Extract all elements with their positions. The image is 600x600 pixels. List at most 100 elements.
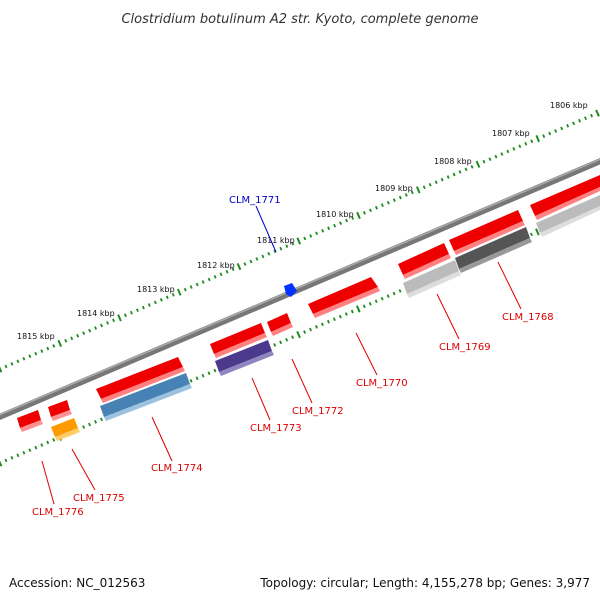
gene-feature[interactable]	[455, 227, 532, 273]
outer-tick-mark	[296, 237, 302, 245]
outer-tick-mark	[464, 167, 468, 172]
gene-feature[interactable]	[449, 210, 525, 255]
inner-tick-mark	[344, 312, 348, 316]
outer-tick-mark	[195, 282, 199, 287]
outer-tick-mark	[4, 364, 8, 369]
genome-summary-text: Topology: circular; Length: 4,155,278 bp…	[259, 576, 590, 590]
outer-tick-mark	[512, 147, 516, 151]
gene-label-clm-1768[interactable]: CLM_1768	[502, 312, 554, 323]
outer-tick-mark	[219, 272, 223, 277]
inner-tick-mark	[213, 368, 217, 373]
outer-tick-mark	[52, 344, 56, 348]
outer-tick-mark	[339, 221, 343, 225]
gene-feature[interactable]	[536, 195, 600, 237]
gene-label-clm-1770[interactable]: CLM_1770	[356, 378, 408, 389]
gene-feature[interactable]	[48, 400, 72, 421]
gene-feature[interactable]	[100, 373, 192, 421]
inner-tick-mark	[201, 373, 205, 378]
outer-tick-mark	[76, 333, 80, 338]
outer-tick-mark	[303, 236, 307, 241]
leader-line-1771	[255, 205, 277, 253]
inner-tick-mark	[16, 453, 20, 458]
outer-tick-mark	[22, 356, 26, 361]
outer-tick-mark	[398, 195, 402, 200]
outer-tick-mark	[64, 339, 68, 343]
ruler-label-1814: 1814 kbp	[77, 309, 115, 318]
outer-tick-mark	[46, 346, 50, 351]
outer-tick-mark	[207, 277, 211, 282]
outer-tick-mark	[590, 113, 594, 118]
outer-tick-mark	[440, 177, 444, 182]
outer-tick-mark	[351, 216, 355, 220]
gene-feature[interactable]	[17, 410, 43, 432]
gene-feature[interactable]	[210, 323, 267, 358]
outer-tick-mark	[554, 129, 558, 133]
outer-tick-mark	[147, 303, 151, 307]
leader-line-1773	[251, 377, 271, 421]
outer-tick-mark	[34, 351, 38, 356]
outer-tick-mark	[428, 182, 432, 187]
gene-feature[interactable]	[530, 175, 600, 220]
outer-tick-mark	[225, 269, 229, 274]
ruler-label-1810: 1810 kbp	[316, 210, 354, 219]
outer-tick-mark	[273, 249, 277, 254]
inner-tick-mark	[285, 337, 289, 342]
gene-label-clm-1772[interactable]: CLM_1772	[292, 406, 344, 417]
outer-tick-mark	[165, 295, 169, 300]
gene-feature[interactable]	[51, 418, 80, 441]
ruler-label-1815: 1815 kbp	[17, 332, 55, 341]
gene-label-clm-1769[interactable]: CLM_1769	[439, 342, 491, 353]
gene-label-clm-1774[interactable]: CLM_1774	[151, 463, 203, 474]
outer-tick-mark	[584, 116, 588, 121]
outer-tick-mark	[94, 326, 98, 330]
gene-feature[interactable]	[96, 357, 185, 403]
outer-tick-mark	[530, 139, 534, 144]
leader-line-1776	[41, 460, 55, 505]
gene-marker-1771[interactable]	[284, 283, 297, 297]
gene-feature[interactable]	[215, 340, 274, 376]
gene-label-clm-1776[interactable]: CLM_1776	[32, 507, 84, 518]
outer-tick-mark	[356, 211, 361, 220]
ruler-label-1809: 1809 kbp	[375, 184, 413, 193]
inner-tick-mark	[273, 343, 277, 347]
outer-tick-mark	[285, 244, 289, 248]
outer-tick-mark	[392, 198, 396, 202]
inner-tick-mark	[529, 232, 533, 237]
inner-tick-mark	[207, 371, 211, 375]
leader-line-1768	[497, 261, 522, 310]
outer-tick-mark	[422, 185, 426, 190]
outer-tick-mark	[261, 254, 265, 259]
gene-feature[interactable]	[308, 277, 380, 318]
outer-tick-mark	[560, 126, 564, 131]
outer-tick-mark	[452, 172, 456, 177]
outer-tick-mark	[368, 208, 372, 213]
outer-tick-mark	[374, 205, 378, 210]
outer-tick-mark	[159, 298, 163, 302]
gene-label-clm-1773[interactable]: CLM_1773	[250, 423, 302, 434]
outer-tick-mark	[518, 144, 522, 149]
inner-tick-mark	[355, 305, 361, 313]
gene-feature[interactable]	[398, 243, 451, 279]
inner-tick-mark	[52, 438, 56, 442]
inner-tick-mark	[314, 325, 318, 329]
gene-label-clm-1771[interactable]: CLM_1771	[229, 195, 281, 206]
outer-tick-mark	[333, 223, 337, 228]
inner-tick-mark	[386, 294, 390, 298]
inner-tick-mark	[4, 458, 8, 463]
outer-tick-mark	[255, 257, 259, 261]
gene-label-clm-1775[interactable]: CLM_1775	[73, 493, 125, 504]
inner-tick-mark	[338, 314, 342, 319]
ruler-label-1813: 1813 kbp	[137, 285, 175, 294]
gene-feature[interactable]	[267, 313, 293, 336]
outer-tick-mark	[135, 308, 139, 312]
ruler-label-1806: 1806 kbp	[550, 101, 588, 110]
outer-tick-mark	[446, 175, 450, 179]
outer-tick-mark	[524, 141, 528, 146]
ruler-label-1808: 1808 kbp	[434, 157, 472, 166]
outer-tick-mark	[488, 157, 492, 161]
gene-feature[interactable]	[403, 260, 461, 298]
outer-tick-mark	[321, 228, 325, 233]
outer-tick-mark	[434, 180, 438, 184]
accession-text: Accession: NC_012563	[9, 576, 145, 590]
outer-tick-mark	[279, 246, 283, 251]
